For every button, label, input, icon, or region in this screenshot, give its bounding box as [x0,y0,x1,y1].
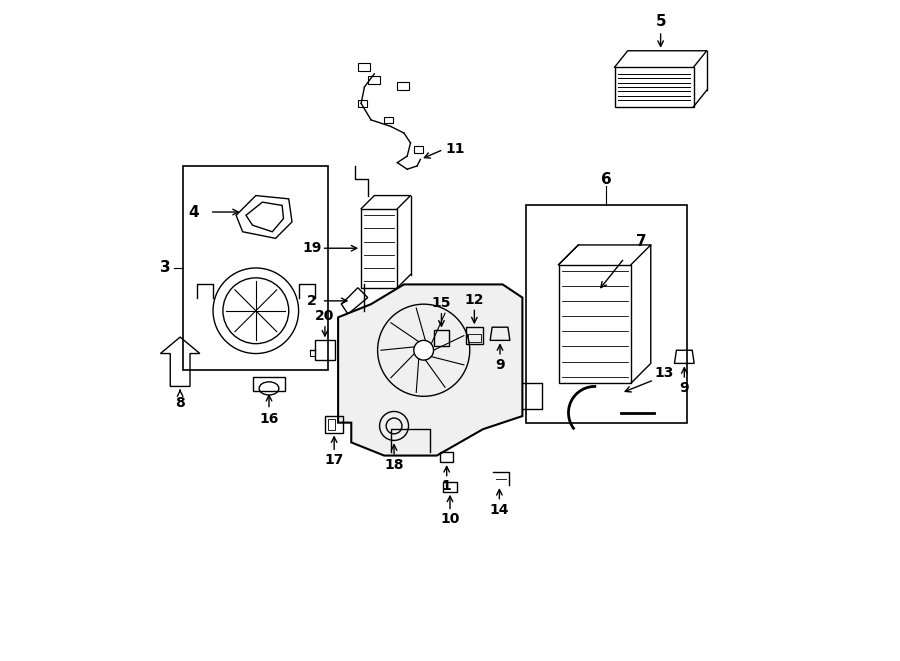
Bar [434,330,449,346]
Text: 9: 9 [495,358,505,371]
Bar [328,418,336,430]
Bar [468,334,481,342]
Text: 8: 8 [176,396,185,410]
Circle shape [414,340,434,360]
Text: 11: 11 [446,143,465,157]
Text: 18: 18 [384,458,404,472]
Bar [384,116,393,123]
Bar [325,416,344,432]
Text: 15: 15 [432,296,451,310]
Bar [444,482,456,492]
Bar [466,327,483,344]
Text: 4: 4 [188,204,199,219]
Text: 19: 19 [302,241,321,255]
Text: 14: 14 [490,503,509,517]
Bar [315,340,335,360]
Text: 20: 20 [315,309,335,323]
Text: 3: 3 [159,260,170,276]
Text: 16: 16 [259,412,279,426]
Text: 10: 10 [440,512,460,526]
Bar [361,209,397,288]
Text: 17: 17 [325,453,344,467]
Text: 12: 12 [464,293,484,307]
Text: 2: 2 [307,294,317,308]
Bar [358,100,367,106]
Text: 6: 6 [601,172,612,186]
Text: 13: 13 [654,366,673,380]
Bar [440,451,454,462]
Text: 5: 5 [655,14,666,28]
Bar [368,76,380,84]
Bar [397,83,410,91]
Bar [526,206,687,422]
Polygon shape [338,284,522,455]
Text: 9: 9 [680,381,689,395]
Text: 1: 1 [442,479,452,494]
Bar [414,146,423,153]
Bar [358,63,370,71]
Bar [184,166,328,370]
Text: 7: 7 [635,234,646,249]
